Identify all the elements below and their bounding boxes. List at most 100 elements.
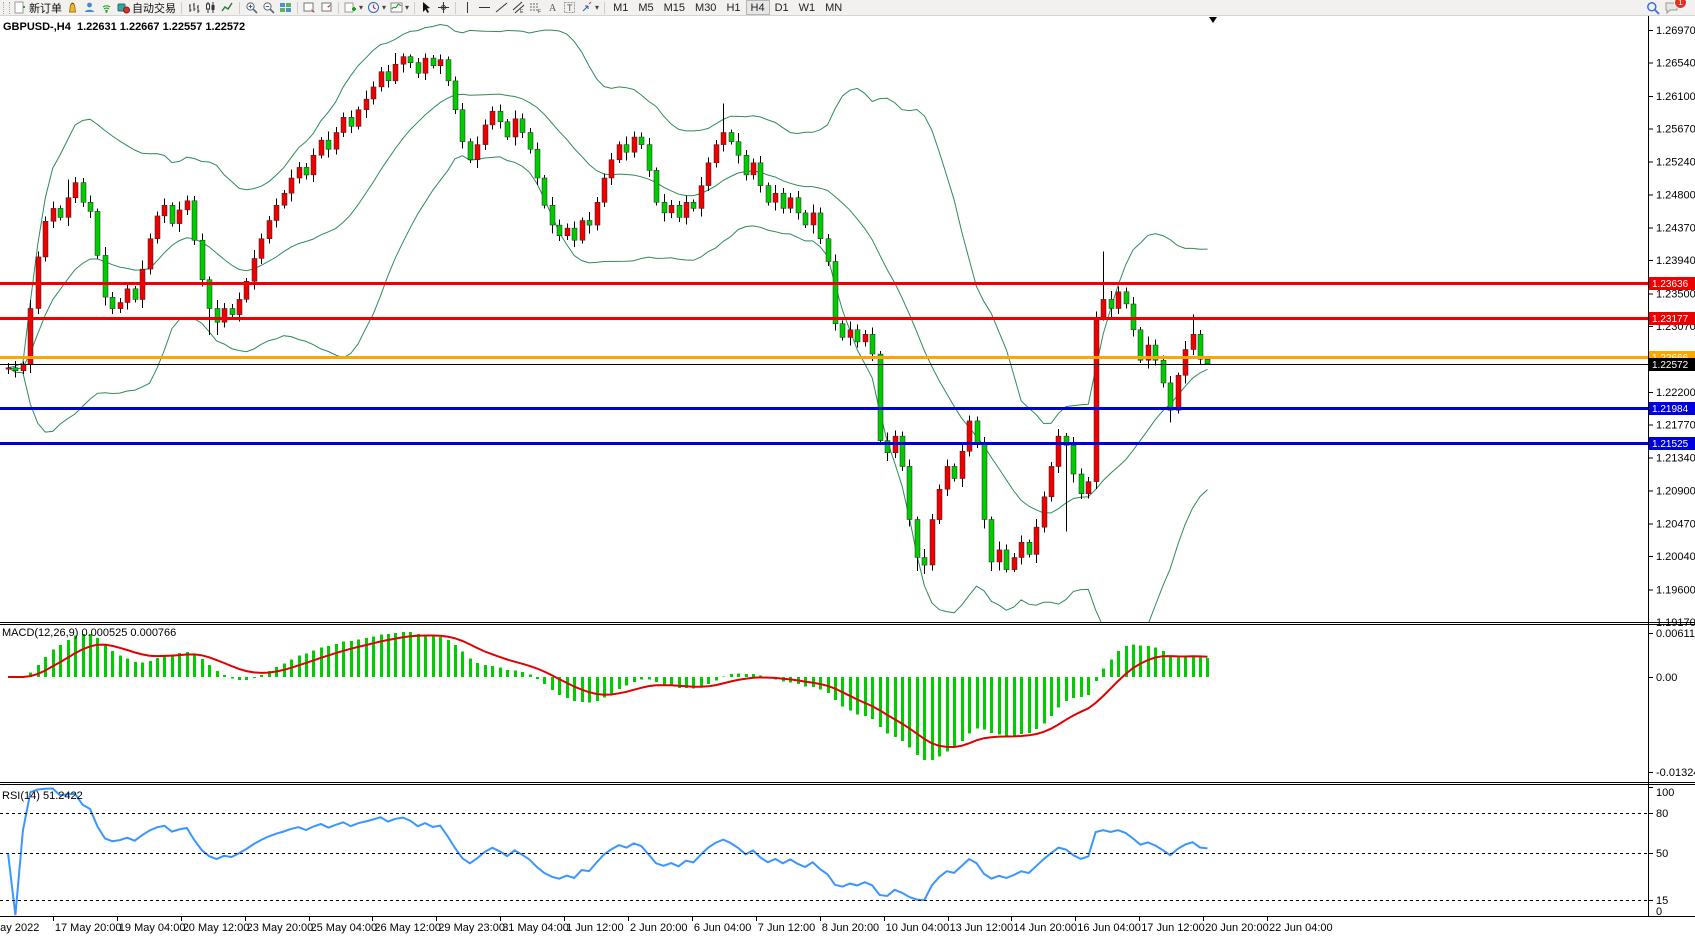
zoom-out-button[interactable] xyxy=(260,0,277,15)
price-axis-label: 1.24800 xyxy=(1656,190,1695,202)
auto-trading-label: 自动交易 xyxy=(132,2,176,15)
arrow-objects-icon xyxy=(582,1,592,12)
timeframe-w1-button[interactable]: W1 xyxy=(794,0,821,15)
price-axis-label: 1.22200 xyxy=(1656,387,1695,399)
time-axis-label: 10 Jun 04:00 xyxy=(886,922,950,934)
timeframe-m5-button[interactable]: M5 xyxy=(633,0,658,15)
account-button[interactable] xyxy=(81,0,98,15)
rsi-axis-label: 80 xyxy=(1656,808,1668,820)
cursor-tool-button[interactable] xyxy=(418,0,435,15)
arrange-window-alt-icon xyxy=(321,2,332,12)
arrange-charts-alt-button[interactable] xyxy=(318,0,335,15)
toolbar-separator xyxy=(181,1,182,14)
arrange-charts-button[interactable] xyxy=(301,0,318,15)
dropdown-caret-icon: ▾ xyxy=(595,2,600,12)
money-pouch-icon xyxy=(68,2,77,13)
cursor-icon xyxy=(423,2,431,13)
toolbar-separator xyxy=(338,1,339,14)
fibonacci-icon: F xyxy=(530,3,541,14)
time-axis-label: 17 May 20:00 xyxy=(55,922,122,934)
time-axis-label: 25 May 04:00 xyxy=(311,922,378,934)
price-axis-label: 1.20900 xyxy=(1656,486,1695,498)
price-axis-label: 1.19170 xyxy=(1656,617,1695,629)
new-order-button[interactable]: 新订单 xyxy=(12,0,64,15)
time-axis-label: 20 Jun 20:00 xyxy=(1205,922,1269,934)
text-label-tool-button[interactable]: T xyxy=(561,0,578,15)
deposit-button[interactable] xyxy=(64,0,81,15)
add-indicator-button[interactable]: ▾ xyxy=(342,0,365,15)
price-tag xyxy=(1649,437,1695,450)
timeframe-h4-button[interactable]: H4 xyxy=(745,0,770,15)
svg-text:F: F xyxy=(538,9,541,14)
fibonacci-tool-button[interactable]: F xyxy=(527,0,544,15)
time-axis-label: 13 Jun 12:00 xyxy=(950,922,1014,934)
auto-trading-button[interactable]: 自动交易 xyxy=(115,0,178,15)
toolbar-separator xyxy=(297,1,298,14)
horizontal-line-icon xyxy=(479,7,491,8)
templates-button[interactable]: ▾ xyxy=(388,0,411,15)
timeframe-d1-button[interactable]: D1 xyxy=(770,0,794,15)
time-axis-label: 29 May 23:00 xyxy=(438,922,505,934)
candles-layer xyxy=(5,52,1211,575)
zoom-in-button[interactable] xyxy=(243,0,260,15)
timeframe-mn-button[interactable]: MN xyxy=(820,0,847,15)
new-order-label: 新订单 xyxy=(29,2,62,15)
user-icon xyxy=(85,2,94,12)
line-chart-icon xyxy=(221,2,233,12)
text-icon: A xyxy=(549,3,557,14)
timeframe-m30-button[interactable]: M30 xyxy=(690,0,721,15)
price-axis-label: 1.21340 xyxy=(1656,452,1695,464)
candlestick-chart-icon xyxy=(206,2,215,13)
arrows-tool-button[interactable]: ▾ xyxy=(578,0,601,15)
time-axis-label: 1 Jun 12:00 xyxy=(566,922,624,934)
time-axis-label: 20 May 12:00 xyxy=(183,922,250,934)
candle-chart-mode-button[interactable] xyxy=(202,0,219,15)
rsi-pane xyxy=(7,787,1208,916)
tile-windows-icon xyxy=(280,3,291,12)
crosshair-tool-button[interactable] xyxy=(435,0,452,15)
auto-trading-icon xyxy=(117,3,130,14)
bar-chart-icon xyxy=(189,3,200,13)
channel-tool-button[interactable]: E xyxy=(510,0,527,15)
price-axis-label: 1.25240 xyxy=(1656,156,1695,168)
text-label-icon: T xyxy=(564,2,576,13)
timeframe-m15-button[interactable]: M15 xyxy=(659,0,690,15)
time-axis-label: 17 Jun 12:00 xyxy=(1141,922,1205,934)
signals-button[interactable] xyxy=(98,0,115,15)
timeframe-m1-button[interactable]: M1 xyxy=(608,0,633,15)
price-axis-label: 1.20470 xyxy=(1656,518,1695,530)
text-tool-button[interactable]: A xyxy=(544,0,561,15)
macd-pane xyxy=(8,632,1209,761)
price-axis-label: 1.23940 xyxy=(1656,255,1695,267)
price-axis-label: 1.25670 xyxy=(1656,124,1695,136)
time-axis-label: 6 Jun 04:00 xyxy=(694,922,752,934)
new-order-icon xyxy=(14,1,25,14)
trendline-icon xyxy=(495,2,508,13)
price-axis-label: 1.23500 xyxy=(1656,288,1695,300)
line-chart-mode-button[interactable] xyxy=(219,0,236,15)
time-axis-label: 8 Jun 20:00 xyxy=(822,922,880,934)
main-pane xyxy=(5,23,1211,622)
timeframe-h1-button[interactable]: H1 xyxy=(721,0,745,15)
search-button[interactable] xyxy=(1644,0,1662,15)
svg-text:E: E xyxy=(520,9,524,14)
periods-button[interactable]: ▾ xyxy=(365,0,388,15)
svg-text:A: A xyxy=(549,3,557,14)
template-icon xyxy=(390,2,403,13)
toolbar-grip[interactable] xyxy=(3,1,10,14)
toolbar-separator xyxy=(239,1,240,14)
notification-badge: 1 xyxy=(1674,0,1687,9)
price-tag xyxy=(1649,358,1695,371)
time-axis-label: 19 May 04:00 xyxy=(119,922,186,934)
svg-text:1.21984: 1.21984 xyxy=(1652,404,1689,415)
horizontal-line-tool-button[interactable] xyxy=(476,0,493,15)
equidistant-channel-icon: E xyxy=(512,1,525,14)
bar-chart-mode-button[interactable] xyxy=(185,0,202,15)
zoom-in-icon xyxy=(246,2,258,14)
tile-windows-button[interactable] xyxy=(277,0,294,15)
trendline-tool-button[interactable] xyxy=(493,0,510,15)
notifications-button[interactable]: 1 xyxy=(1662,0,1687,15)
price-axis-label: 1.24370 xyxy=(1656,222,1695,234)
vertical-line-tool-button[interactable] xyxy=(459,0,476,15)
